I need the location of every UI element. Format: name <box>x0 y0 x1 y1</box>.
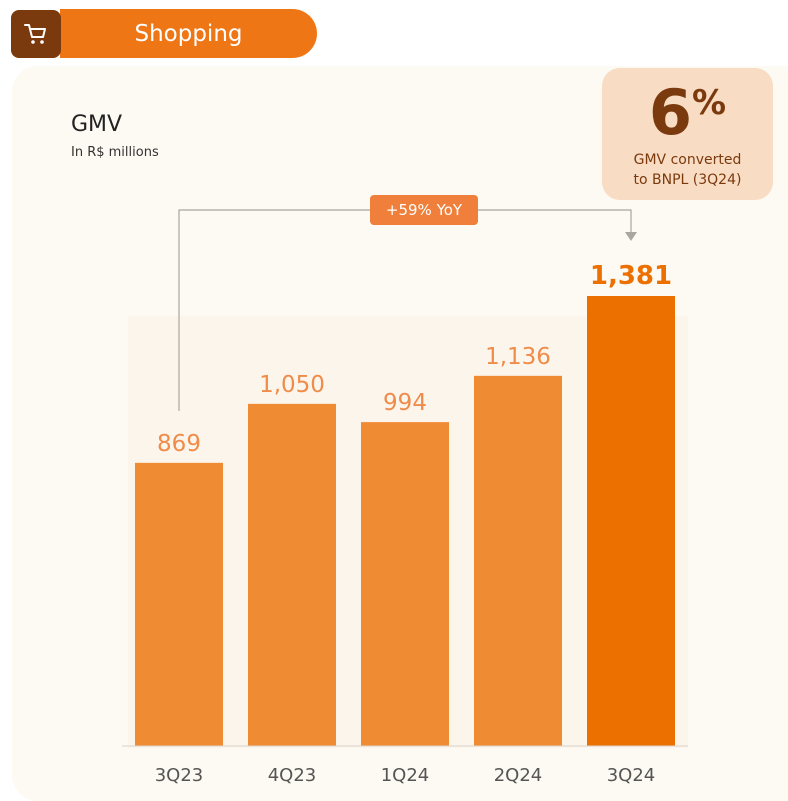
stat-caption: GMV converted to BNPL (3Q24) <box>602 150 773 190</box>
growth-label: +59% YoY <box>385 201 463 219</box>
bar-1Q24 <box>361 422 449 746</box>
stat-caption-line1: GMV converted <box>633 152 742 168</box>
section-header: Shopping <box>60 9 317 58</box>
x-tick-3Q23: 3Q23 <box>155 765 204 786</box>
data-label-2Q24: 1,136 <box>485 344 551 370</box>
data-label-3Q24: 1,381 <box>590 261 672 291</box>
data-label-1Q24: 994 <box>383 390 427 416</box>
yoy-arrowhead <box>625 232 637 241</box>
data-label-3Q23: 869 <box>157 431 201 457</box>
shopping-cart-icon <box>24 24 46 44</box>
stat-caption-line2: to BNPL (3Q24) <box>633 172 742 188</box>
x-tick-2Q24: 2Q24 <box>494 765 543 786</box>
bar-3Q23 <box>135 462 223 746</box>
yoy-connector <box>178 209 632 411</box>
header-icon-box <box>11 10 61 58</box>
stat-unit: % <box>692 83 727 123</box>
section-title: Shopping <box>134 20 243 47</box>
stat-value: 6% <box>602 78 773 148</box>
growth-badge: +59% YoY <box>370 195 478 225</box>
stat-card: 6% GMV converted to BNPL (3Q24) <box>602 68 773 200</box>
bar-3Q24 <box>587 296 675 746</box>
data-label-4Q23: 1,050 <box>259 372 325 398</box>
x-tick-3Q24: 3Q24 <box>607 765 656 786</box>
x-tick-4Q23: 4Q23 <box>268 765 317 786</box>
x-tick-1Q24: 1Q24 <box>381 765 430 786</box>
bar-4Q23 <box>248 403 336 746</box>
stat-number: 6 <box>648 76 693 149</box>
chart-subtitle: In R$ millions <box>71 145 159 160</box>
bar-2Q24 <box>474 375 562 746</box>
chart-title: GMV <box>71 112 123 137</box>
